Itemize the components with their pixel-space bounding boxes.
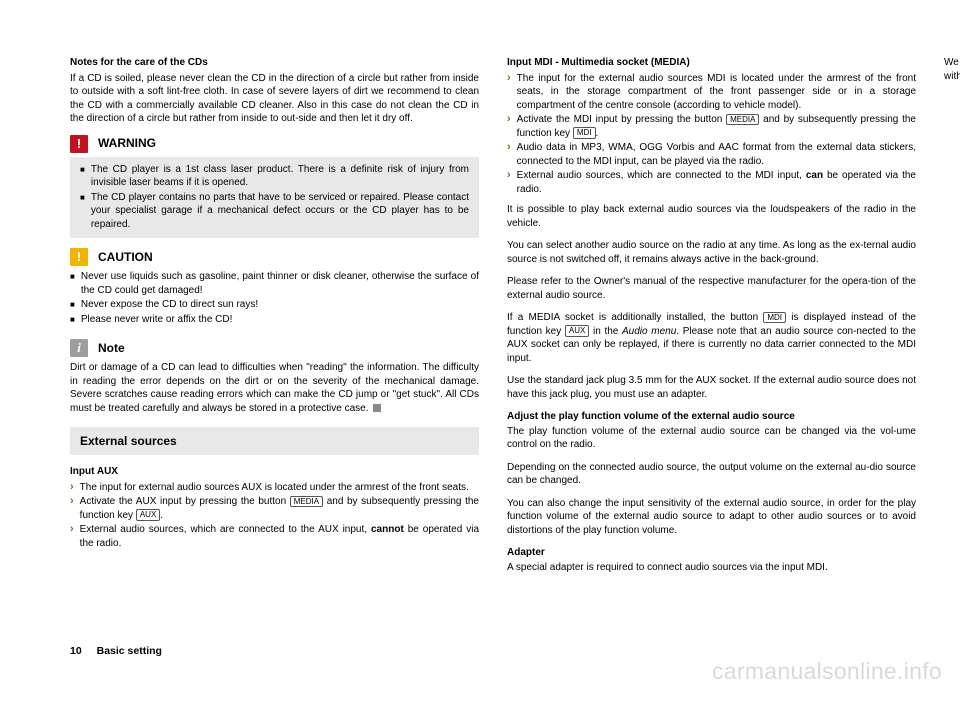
body-text: Please refer to the Owner's manual of th… (507, 275, 916, 302)
note-callout: i Note (70, 339, 479, 357)
media-key: MEDIA (726, 114, 759, 126)
cd-notes-body: If a CD is soiled, please never clean th… (70, 72, 479, 126)
mdi-key: MDI (573, 127, 596, 139)
list-item: ›Audio data in MP3, WMA, OGG Vorbis and … (507, 141, 916, 168)
info-icon: i (70, 339, 88, 357)
warning-label: WARNING (98, 135, 156, 151)
warning-icon: ! (70, 135, 88, 153)
caution-item: Never expose the CD to direct sun rays! (81, 298, 479, 312)
note-body: Dirt or damage of a CD can lead to diffi… (70, 361, 479, 415)
end-square-icon (373, 404, 381, 412)
body-text: A special adapter is required to connect… (507, 561, 916, 575)
caution-label: CAUTION (98, 249, 153, 265)
body-text: You can select another audio source on t… (507, 239, 916, 266)
body-text: It is possible to play back external aud… (507, 203, 916, 230)
external-sources-heading: External sources (70, 427, 479, 455)
list-item: ›Activate the AUX input by pressing the … (70, 495, 479, 522)
caution-list: ■Never use liquids such as gasoline, pai… (70, 270, 479, 326)
warning-callout: ! WARNING (70, 135, 479, 153)
aux-key: AUX (565, 325, 589, 337)
footer-section: Basic setting (97, 645, 162, 657)
adapter-heading: Adapter (507, 546, 916, 560)
input-mdi-heading: Input MDI - Multimedia socket (MEDIA) (507, 56, 916, 70)
body-text: You can also change the input sensitivit… (507, 497, 916, 538)
list-item: ›The input for external audio sources AU… (70, 481, 479, 495)
list-item: ›External audio sources, which are conne… (507, 169, 916, 196)
body-text: We recommend that you purchase an adapte… (944, 56, 960, 83)
body-text: If a MEDIA socket is additionally instal… (507, 311, 916, 365)
input-aux-heading: Input AUX (70, 465, 479, 479)
caution-item: Never use liquids such as gasoline, pain… (81, 270, 479, 297)
warning-box: ■The CD player is a 1st class laser prod… (70, 157, 479, 239)
caution-icon: ! (70, 248, 88, 266)
cd-notes-heading: Notes for the care of the CDs (70, 56, 479, 70)
watermark: carmanualsonline.info (712, 658, 942, 685)
page-footer: 10 Basic setting (70, 645, 162, 657)
warning-item: The CD player is a 1st class laser produ… (91, 163, 469, 190)
aux-key: AUX (136, 509, 160, 521)
mdi-key: MDI (763, 312, 786, 324)
caution-callout: ! CAUTION (70, 248, 479, 266)
body-text: Depending on the connected audio source,… (507, 461, 916, 488)
list-item: ›The input for the external audio source… (507, 72, 916, 113)
body-text: The play function volume of the external… (507, 425, 916, 452)
page-number: 10 (70, 645, 82, 657)
body-text: Use the standard jack plug 3.5 mm for th… (507, 374, 916, 401)
list-item: ›External audio sources, which are conne… (70, 523, 479, 550)
adjust-heading: Adjust the play function volume of the e… (507, 410, 916, 424)
warning-item: The CD player contains no parts that hav… (91, 191, 469, 232)
media-key: MEDIA (290, 496, 323, 508)
caution-item: Please never write or affix the CD! (81, 313, 479, 327)
note-label: Note (98, 340, 125, 356)
list-item: ›Activate the MDI input by pressing the … (507, 113, 916, 140)
